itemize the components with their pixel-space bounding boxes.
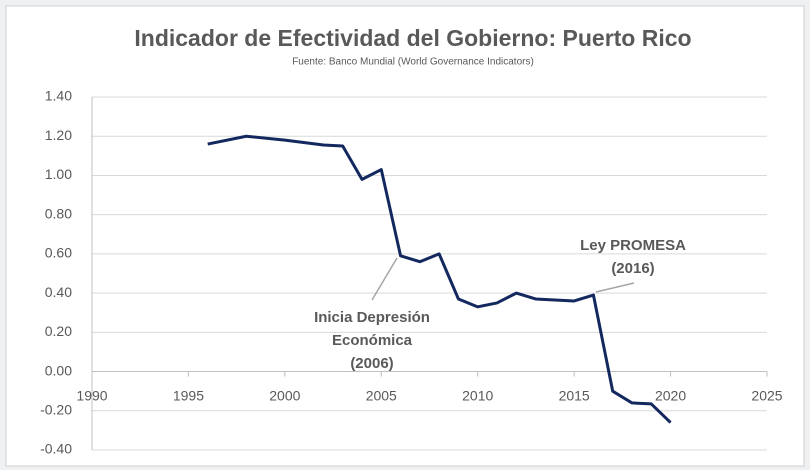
y-tick-label: 0.20	[45, 323, 72, 339]
x-tick-label: 2005	[366, 387, 397, 403]
y-tick-label: -0.20	[40, 401, 72, 417]
y-tick-label: 1.00	[45, 166, 72, 182]
annotation: (2006)	[350, 355, 393, 372]
chart-subtitle: Fuente: Banco Mundial (World Governance …	[292, 57, 534, 68]
y-tick-label: -0.40	[40, 441, 72, 457]
x-tick-label: 2010	[462, 387, 493, 403]
y-tick-label: 1.40	[45, 88, 72, 104]
chart-area	[5, 5, 805, 467]
y-tick-label: 0.60	[45, 245, 72, 261]
x-tick-label: 1990	[76, 387, 107, 403]
y-tick-label: 0.80	[45, 205, 72, 221]
y-tick-label: 0.40	[45, 284, 72, 300]
line-series	[207, 134, 672, 424]
annotation: Ley PROMESA	[580, 237, 686, 254]
annotation: Inicia Depresión	[314, 309, 430, 326]
annotation-leader	[595, 282, 635, 293]
chart-title: Indicador de Efectividad del Gobierno: P…	[134, 25, 691, 51]
y-tick-label: 1.20	[45, 127, 72, 143]
annotation-leader	[371, 257, 398, 301]
y-tick-label: 0.00	[45, 362, 72, 378]
x-tick-label: 2025	[751, 387, 782, 403]
x-tick-label: 2020	[655, 387, 686, 403]
x-tick-label: 2015	[559, 387, 590, 403]
annotation: Económica	[332, 332, 413, 349]
x-tick-label: 2000	[269, 387, 300, 403]
x-tick-label: 1995	[173, 387, 204, 403]
annotation: (2016)	[611, 260, 654, 277]
